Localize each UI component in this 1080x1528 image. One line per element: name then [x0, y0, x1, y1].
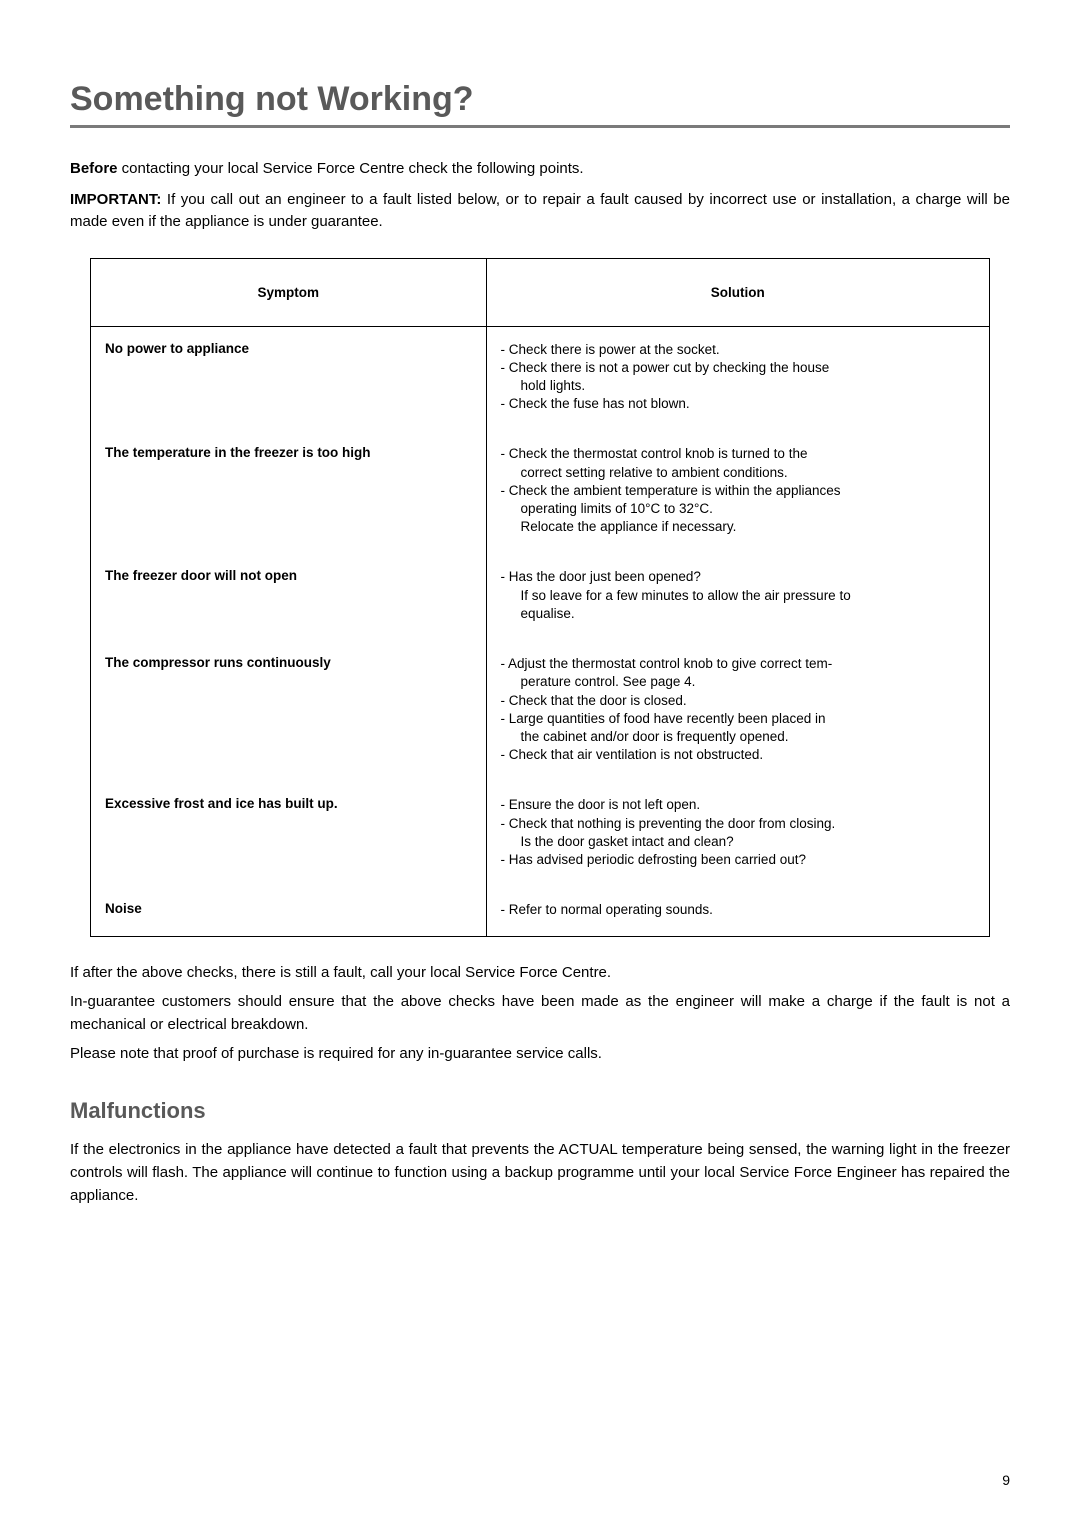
solution-line: - Check the ambient temperature is withi…: [501, 482, 975, 500]
solution-line: - Large quantities of food have recently…: [501, 710, 975, 728]
header-symptom: Symptom: [91, 258, 487, 326]
symptom-cell: The compressor runs continuously: [91, 641, 487, 782]
solution-line: Is the door gasket intact and clean?: [501, 833, 975, 851]
after-p2: In-guarantee customers should ensure tha…: [70, 990, 1010, 1037]
symptom-cell: The freezer door will not open: [91, 554, 487, 641]
after-paragraphs: If after the above checks, there is stil…: [70, 961, 1010, 1066]
solution-line: - Adjust the thermostat control knob to …: [501, 655, 975, 673]
table-row: The compressor runs continuously - Adjust…: [91, 641, 990, 782]
page-number: 9: [1002, 1472, 1010, 1488]
solution-list: - Ensure the door is not left open.- Che…: [501, 796, 975, 869]
solution-cell: - Ensure the door is not left open.- Che…: [486, 782, 989, 887]
solution-line: If so leave for a few minutes to allow t…: [501, 587, 975, 605]
symptom-cell: The temperature in the freezer is too hi…: [91, 431, 487, 554]
intro-important-label: IMPORTANT:: [70, 191, 161, 208]
table-row: No power to appliance- Check there is po…: [91, 326, 990, 431]
solution-line: - Ensure the door is not left open.: [501, 796, 975, 814]
intro-paragraph-1: Before contacting your local Service For…: [70, 158, 1010, 181]
table-row: The temperature in the freezer is too hi…: [91, 431, 990, 554]
table-row: The freezer door will not open - Has the …: [91, 554, 990, 641]
solution-line: - Check the fuse has not blown.: [501, 395, 975, 413]
intro-paragraph-2: IMPORTANT: If you call out an engineer t…: [70, 189, 1010, 234]
symptom-cell: No power to appliance: [91, 326, 487, 431]
solution-line: hold lights.: [501, 377, 975, 395]
solution-cell: - Has the door just been opened?If so le…: [486, 554, 989, 641]
intro-important-rest: If you call out an engineer to a fault l…: [70, 191, 1010, 231]
malfunctions-body: If the electronics in the appliance have…: [70, 1138, 1010, 1208]
solution-line: - Has advised periodic defrosting been c…: [501, 851, 975, 869]
table-body: No power to appliance- Check there is po…: [91, 326, 990, 936]
symptom-cell: Excessive frost and ice has built up.: [91, 782, 487, 887]
solution-line: perature control. See page 4.: [501, 673, 975, 691]
intro-before-rest: contacting your local Service Force Cent…: [118, 160, 584, 177]
solution-line: - Check there is power at the socket.: [501, 341, 975, 359]
intro-before-label: Before: [70, 160, 118, 177]
solution-list: - Has the door just been opened?If so le…: [501, 568, 975, 623]
solution-list: - Check the thermostat control knob is t…: [501, 445, 975, 536]
solution-line: the cabinet and/or door is frequently op…: [501, 728, 975, 746]
solution-line: operating limits of 10°C to 32°C.: [501, 500, 975, 518]
solution-line: - Check there is not a power cut by chec…: [501, 359, 975, 377]
table-header-row: Symptom Solution: [91, 258, 990, 326]
after-p3: Please note that proof of purchase is re…: [70, 1042, 1010, 1065]
solution-cell: - Refer to normal operating sounds.: [486, 887, 989, 936]
after-p1: If after the above checks, there is stil…: [70, 961, 1010, 984]
page-title: Something not Working?: [70, 80, 1010, 128]
solution-line: - Check the thermostat control knob is t…: [501, 445, 975, 463]
solution-cell: - Adjust the thermostat control knob to …: [486, 641, 989, 782]
solution-list: - Check there is power at the socket.- C…: [501, 341, 975, 414]
solution-line: - Check that the door is closed.: [501, 692, 975, 710]
malfunctions-heading: Malfunctions: [70, 1098, 1010, 1124]
solution-line: - Check that nothing is preventing the d…: [501, 815, 975, 833]
troubleshooting-table: Symptom Solution No power to appliance- …: [90, 258, 990, 937]
solution-line: - Check that air ventilation is not obst…: [501, 746, 975, 764]
solution-line: - Refer to normal operating sounds.: [501, 901, 975, 919]
table-row: Excessive frost and ice has built up.- E…: [91, 782, 990, 887]
table-row: Noise - Refer to normal operating sounds.: [91, 887, 990, 936]
solution-list: - Adjust the thermostat control knob to …: [501, 655, 975, 764]
solution-list: - Refer to normal operating sounds.: [501, 901, 975, 919]
solution-cell: - Check the thermostat control knob is t…: [486, 431, 989, 554]
solution-cell: - Check there is power at the socket.- C…: [486, 326, 989, 431]
header-solution: Solution: [486, 258, 989, 326]
solution-line: correct setting relative to ambient cond…: [501, 464, 975, 482]
symptom-cell: Noise: [91, 887, 487, 936]
solution-line: equalise.: [501, 605, 975, 623]
solution-line: - Has the door just been opened?: [501, 568, 975, 586]
troubleshooting-table-wrap: Symptom Solution No power to appliance- …: [90, 258, 990, 937]
solution-line: Relocate the appliance if necessary.: [501, 518, 975, 536]
